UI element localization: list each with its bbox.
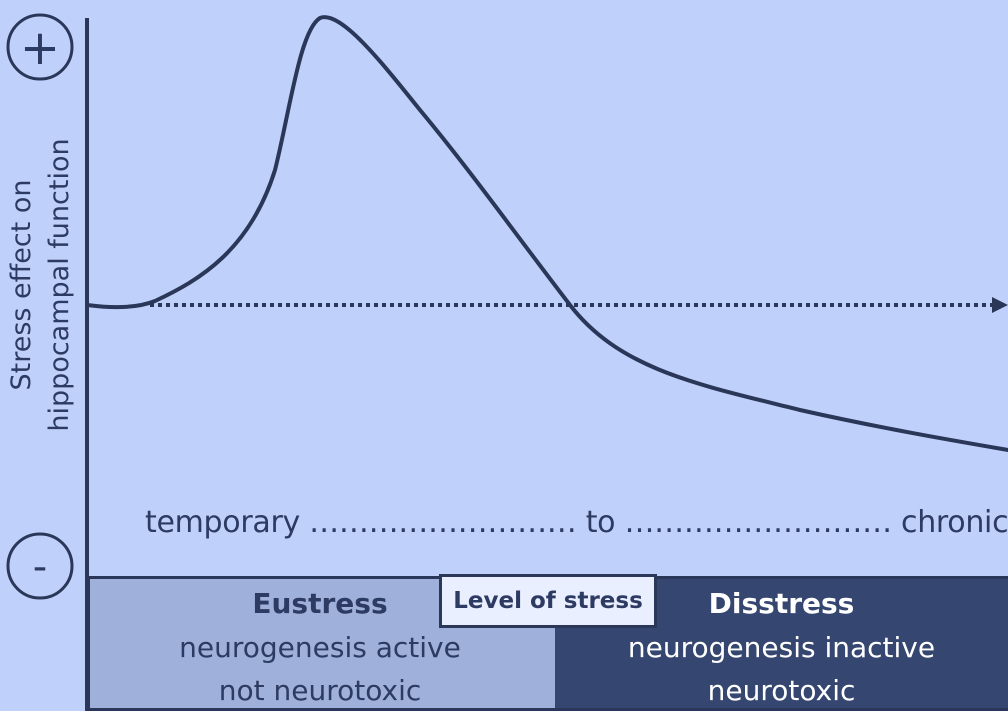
level-of-stress-label: Level of stress (453, 588, 643, 614)
minus-symbol: - (33, 544, 47, 590)
minus-icon: - (6, 532, 74, 600)
y-axis-label-line2: hippocampal function (44, 138, 75, 431)
stress-response-curve (85, 15, 1008, 452)
plus-icon: + (6, 13, 74, 81)
y-axis-label: Stress effect on hippocampal function (6, 138, 75, 431)
eustress-line1: neurogenesis active (179, 631, 461, 664)
y-axis-label-line1: Stress effect on (6, 179, 37, 390)
eustress-line2: not neurotoxic (218, 674, 422, 707)
level-of-stress-box: Level of stress (439, 574, 657, 628)
plus-symbol: + (20, 20, 60, 76)
disstress-title: Disstress (708, 587, 855, 620)
disstress-line2: neurotoxic (707, 674, 856, 707)
timeline-text: temporary ……………………… to ……………………… chronic (145, 505, 1008, 540)
eustress-title: Eustress (252, 587, 388, 620)
disstress-line1: neurogenesis inactive (627, 631, 936, 664)
baseline-arrowhead-icon (992, 297, 1008, 313)
